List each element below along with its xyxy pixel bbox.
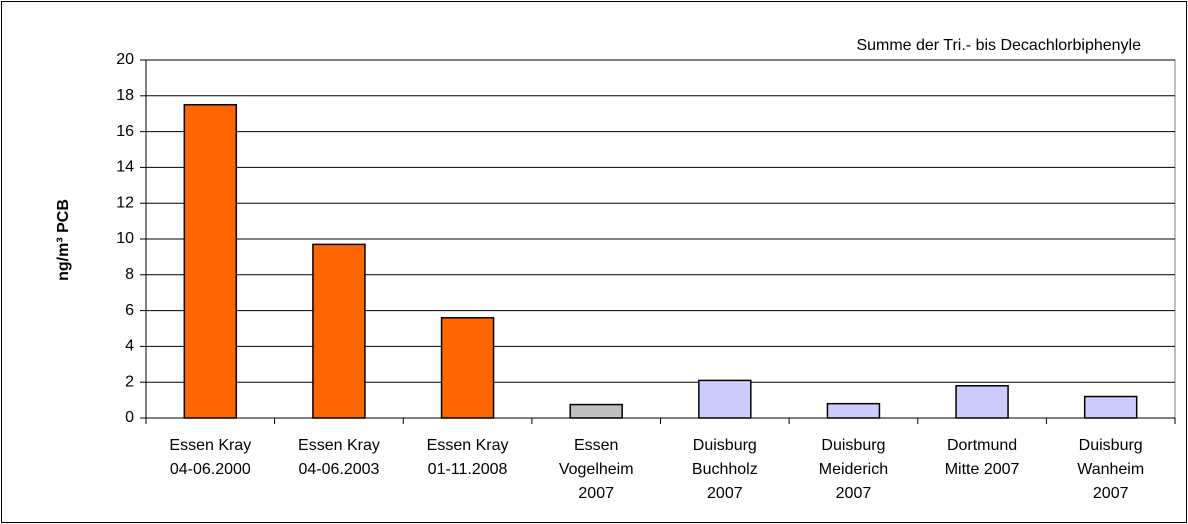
bar [569,403,623,419]
y-tick-label: 8 [125,266,134,283]
x-tick-label: Essen [574,437,618,454]
x-tick-label: Duisburg [693,437,757,454]
x-tick-label: Essen Kray [298,437,380,454]
annotation: Summe der Tri.- bis Decachlorbiphenyle [856,37,1141,54]
y-tick-label: 4 [125,338,134,355]
x-tick-label: Essen Kray [169,437,251,454]
y-tick-label: 10 [116,230,134,247]
x-tick-label: Meiderich [819,461,888,478]
bar [955,385,1009,419]
x-tick-label: Dortmund [947,437,1017,454]
y-tick-label: 12 [116,194,134,211]
x-tick-label: Essen Kray [427,437,509,454]
x-tick-label: Wanheim [1077,461,1144,478]
x-tick-label: Duisburg [821,437,885,454]
y-tick-label: 16 [116,123,134,140]
bar [826,402,881,419]
x-tick-label: Mitte 2007 [945,461,1020,478]
x-tick-label: Duisburg [1079,437,1143,454]
x-tick-label: 2007 [1093,485,1129,502]
bar [440,317,495,419]
bar [1083,395,1138,419]
y-axis-label: ng/m³ PCB [55,199,72,281]
x-tick-label: 01-11.2008 [428,461,508,478]
x-tick-label: 2007 [578,485,614,502]
y-tick-label: 20 [116,51,134,68]
x-tick-label: 04-06.2003 [298,461,379,478]
y-tick-label: 2 [125,373,134,390]
bar [312,243,366,419]
y-tick-label: 18 [116,87,134,104]
x-tick-label: 2007 [836,485,872,502]
x-tick-label: Vogelheim [559,461,634,478]
x-tick-label: Buchholz [692,461,758,478]
y-tick-label: 0 [125,409,134,426]
bar [183,104,238,419]
y-tick-label: 6 [125,302,134,319]
bar [698,379,752,419]
x-tick-label: 2007 [707,485,743,502]
x-tick-label: 04-06.2000 [170,461,251,478]
y-tick-label: 14 [116,159,134,176]
